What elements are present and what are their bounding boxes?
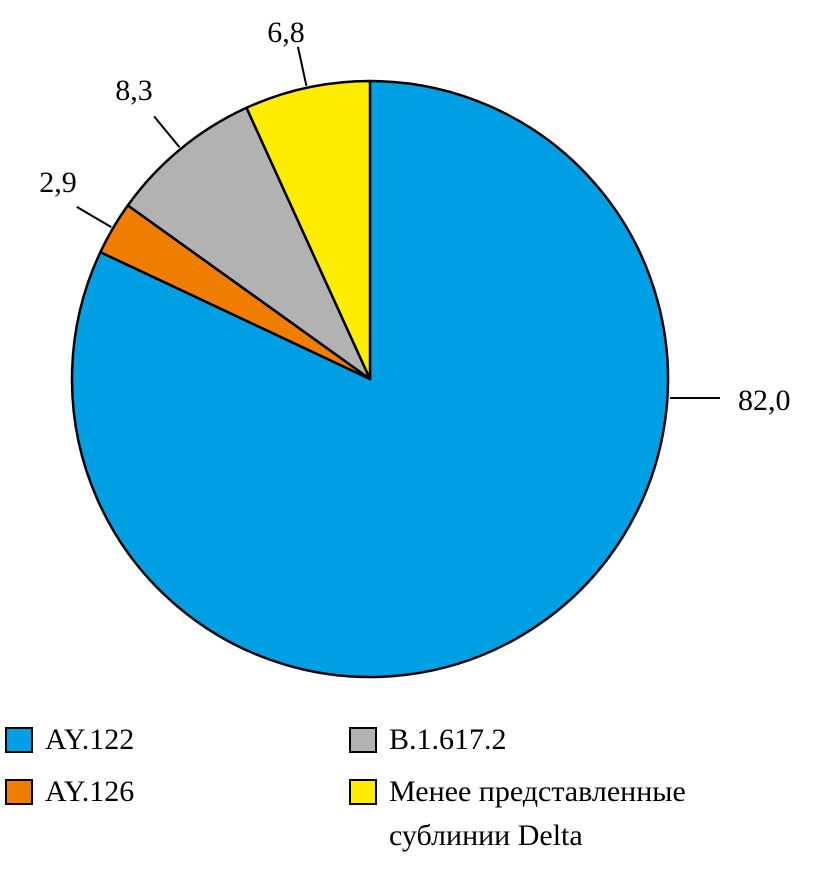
leader-lines: [76, 46, 720, 399]
legend-swatch-ay122: [5, 727, 33, 753]
leader-line-1: [76, 205, 112, 228]
pie-chart: 82,0 2,9 8,3 6,8: [39, 16, 791, 679]
leader-line-3: [296, 46, 308, 87]
data-labels: 82,0 2,9 8,3 6,8: [39, 16, 790, 417]
legend-label-other: Менее представленные сублинии Delta: [389, 770, 686, 858]
legend-label-other-line2: сублинии Delta: [389, 819, 583, 852]
legend-swatch-ay126: [5, 779, 33, 805]
data-label-0: 82,0: [738, 384, 791, 417]
legend-item-ay126: AY.126: [5, 770, 134, 814]
data-label-1: 2,9: [39, 166, 77, 199]
legend-label-other-line1: Менее представленные: [389, 775, 686, 808]
data-label-2: 8,3: [115, 74, 153, 107]
pie-slice-b-1-617-2: [126, 106, 372, 381]
legend-label-ay122: AY.122: [45, 723, 135, 756]
legend-item-other: Менее представленные сублинии Delta: [349, 770, 686, 858]
legend-item-ay122: AY.122: [5, 718, 134, 762]
pie-slice-ay-122: [70, 79, 670, 679]
leader-line-2: [153, 115, 181, 148]
pie-slice-delta: [245, 79, 372, 381]
pie-slices: [70, 79, 670, 679]
legend-label-b16172: B.1.617.2: [389, 723, 507, 756]
data-label-3: 6,8: [267, 16, 305, 49]
legend-swatch-other: [349, 779, 377, 805]
legend-label-ay126: AY.126: [45, 775, 135, 808]
legend-swatch-b16172: [349, 727, 377, 753]
legend-item-b16172: B.1.617.2: [349, 718, 507, 762]
